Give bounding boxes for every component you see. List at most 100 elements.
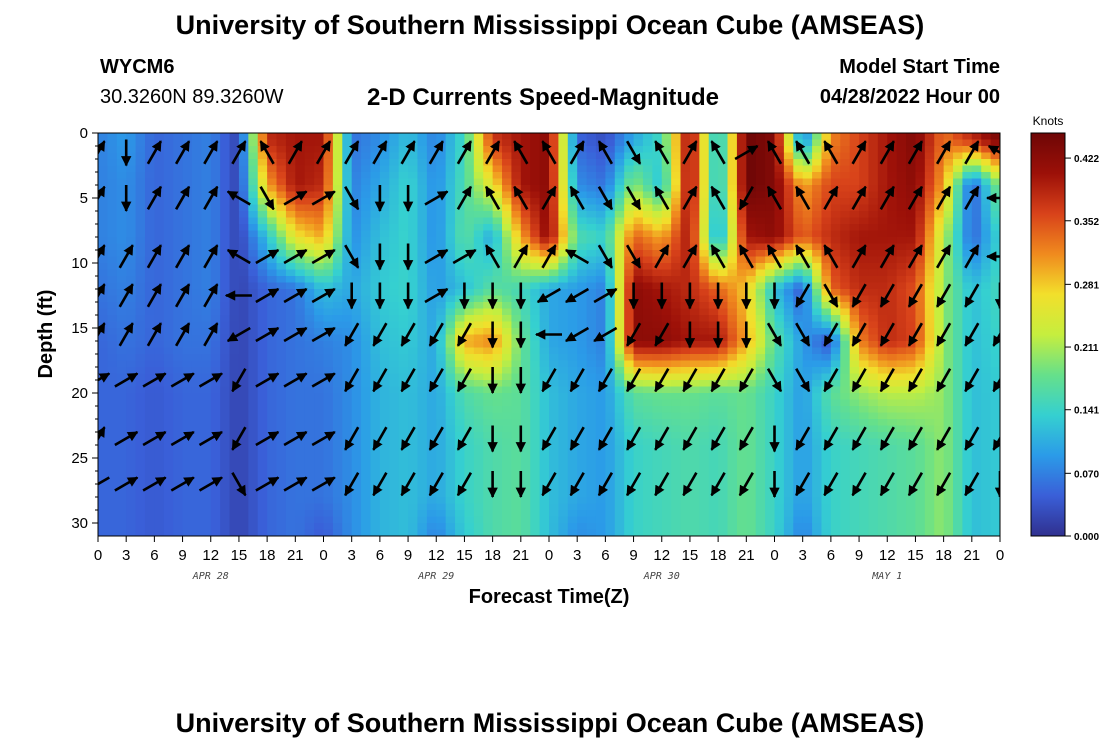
heatmap-cell <box>915 419 926 427</box>
heatmap-cell <box>511 354 522 362</box>
heatmap-cell <box>840 406 851 414</box>
heatmap-cell <box>746 399 757 407</box>
heatmap-cell <box>736 432 747 440</box>
heatmap-cell <box>783 393 794 401</box>
heatmap-cell <box>953 198 964 206</box>
heatmap-cell <box>605 295 616 303</box>
heatmap-cell <box>765 432 776 440</box>
heatmap-cell <box>511 133 522 141</box>
heatmap-cell <box>445 276 456 284</box>
heatmap-cell <box>361 178 372 186</box>
heatmap-cell <box>924 425 935 433</box>
heatmap-cell <box>558 315 569 323</box>
heatmap-cell <box>539 217 550 225</box>
heatmap-cell <box>379 204 390 212</box>
heatmap-cell <box>868 367 879 375</box>
heatmap-cell <box>689 315 700 323</box>
heatmap-cell <box>276 204 287 212</box>
heatmap-cell <box>98 334 108 342</box>
heatmap-cell <box>953 276 964 284</box>
heatmap-cell <box>924 211 935 219</box>
heatmap-cell <box>736 139 747 147</box>
heatmap-cell <box>492 133 503 141</box>
heatmap-cell <box>182 354 193 362</box>
heatmap-cell <box>370 425 381 433</box>
heatmap-cell <box>473 367 484 375</box>
heatmap-cell <box>492 341 503 349</box>
heatmap-cell <box>473 386 484 394</box>
heatmap-cell <box>163 328 174 336</box>
heatmap-cell <box>107 152 118 160</box>
heatmap-cell <box>812 139 823 147</box>
heatmap-cell <box>408 399 419 407</box>
heatmap-cell <box>718 172 729 180</box>
heatmap-cell <box>98 217 108 225</box>
heatmap-cell <box>163 289 174 297</box>
heatmap-cell <box>408 308 419 316</box>
heatmap-cell <box>267 133 278 141</box>
heatmap-cell <box>116 289 127 297</box>
heatmap-cell <box>332 276 343 284</box>
heatmap-cell <box>812 341 823 349</box>
heatmap-cell <box>473 438 484 446</box>
heatmap-cell <box>595 321 606 329</box>
heatmap-cell <box>802 276 813 284</box>
heatmap-cell <box>351 386 362 394</box>
heatmap-cell <box>859 412 870 420</box>
heatmap-cell <box>755 321 766 329</box>
heatmap-cell <box>248 243 259 251</box>
heatmap-cell <box>107 464 118 472</box>
heatmap-cell <box>943 263 954 271</box>
heatmap-cell <box>342 191 353 199</box>
heatmap-cell <box>483 380 494 388</box>
heatmap-cell <box>642 185 653 193</box>
heatmap-cell <box>783 217 794 225</box>
heatmap-cell <box>849 289 860 297</box>
heatmap-cell <box>783 211 794 219</box>
heatmap-cell <box>802 211 813 219</box>
heatmap-cell <box>642 393 653 401</box>
heatmap-cell <box>502 204 513 212</box>
heatmap-cell <box>755 256 766 264</box>
heatmap-cell <box>445 367 456 375</box>
heatmap-cell <box>426 419 437 427</box>
heatmap-cell <box>934 425 945 433</box>
heatmap-cell <box>661 146 672 154</box>
heatmap-cell <box>783 139 794 147</box>
heatmap-cell <box>727 406 738 414</box>
heatmap-cell <box>840 159 851 167</box>
heatmap-cell <box>934 354 945 362</box>
heatmap-cell <box>671 334 682 342</box>
heatmap-cell <box>699 269 710 277</box>
heatmap-cell <box>267 412 278 420</box>
heatmap-cell <box>633 276 644 284</box>
heatmap-cell <box>783 289 794 297</box>
heatmap-cell <box>126 256 137 264</box>
heatmap-cell <box>896 412 907 420</box>
heatmap-cell <box>624 399 635 407</box>
heatmap-cell <box>163 464 174 472</box>
heatmap-cell <box>257 445 268 453</box>
heatmap-cell <box>126 464 137 472</box>
heatmap-cell <box>220 139 231 147</box>
heatmap-cell <box>783 458 794 466</box>
heatmap-cell <box>98 445 108 453</box>
heatmap-cell <box>370 282 381 290</box>
heatmap-cell <box>727 289 738 297</box>
heatmap-cell <box>859 386 870 394</box>
heatmap-cell <box>332 152 343 160</box>
heatmap-cell <box>107 250 118 258</box>
heatmap-cell <box>436 354 447 362</box>
heatmap-cell <box>708 419 719 427</box>
heatmap-cell <box>248 230 259 238</box>
heatmap-cell <box>267 165 278 173</box>
heatmap-cell <box>370 185 381 193</box>
heatmap-cell <box>445 399 456 407</box>
heatmap-cell <box>849 406 860 414</box>
heatmap-cell <box>755 159 766 167</box>
heatmap-cell <box>379 341 390 349</box>
heatmap-cell <box>783 152 794 160</box>
heatmap-cell <box>163 451 174 459</box>
heatmap-cell <box>229 211 240 219</box>
heatmap-cell <box>765 380 776 388</box>
